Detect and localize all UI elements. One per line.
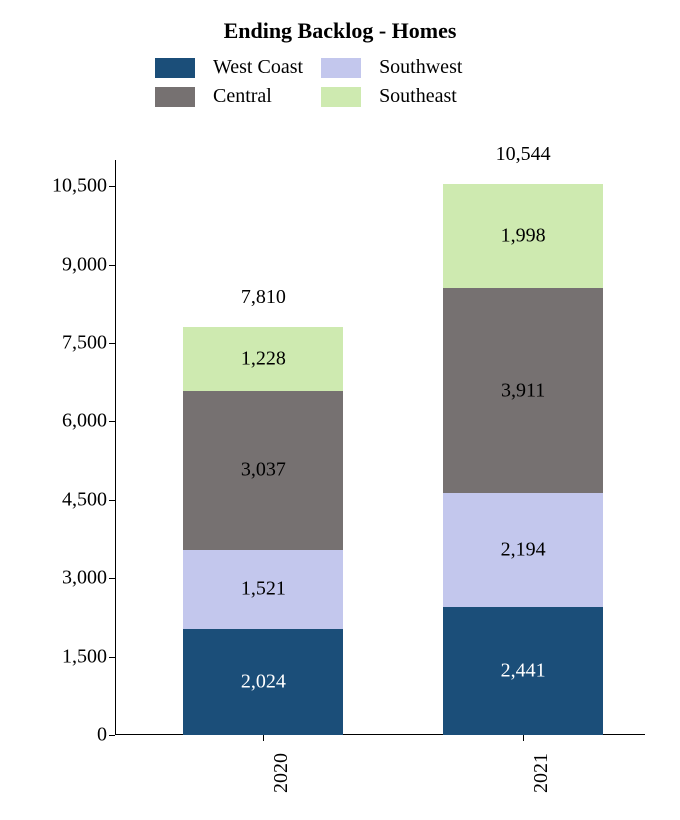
- chart-legend: West Coast Southwest Central Southeast: [155, 56, 462, 108]
- segment-southwest: [183, 550, 343, 630]
- bar-2020: 2,0241,5213,0371,2287,810: [183, 160, 343, 735]
- segment-southeast: [443, 184, 603, 288]
- legend-swatch-southeast: [321, 87, 361, 107]
- y-tick-label: 1,500: [62, 645, 115, 668]
- legend-label-southwest: Southwest: [379, 56, 462, 79]
- segment-west_coast: [443, 607, 603, 735]
- segment-southeast: [183, 327, 343, 391]
- segment-central: [183, 391, 343, 550]
- x-tick-label: 2020: [270, 753, 293, 793]
- y-tick-label: 3,000: [62, 567, 115, 590]
- x-tick: [263, 735, 264, 741]
- bar-total-label: 7,810: [183, 286, 343, 309]
- segment-west_coast: [183, 629, 343, 735]
- legend-swatch-central: [155, 87, 195, 107]
- legend-swatch-west-coast: [155, 58, 195, 78]
- backlog-chart: Ending Backlog - Homes West Coast Southw…: [0, 0, 680, 820]
- bar-2021: 2,4412,1943,9111,99810,544: [443, 160, 603, 735]
- legend-label-west-coast: West Coast: [213, 56, 303, 79]
- segment-central: [443, 288, 603, 492]
- chart-title: Ending Backlog - Homes: [0, 18, 680, 44]
- bar-total-label: 10,544: [443, 143, 603, 166]
- x-tick: [523, 735, 524, 741]
- legend-label-southeast: Southeast: [379, 85, 462, 108]
- y-tick-label: 6,000: [62, 410, 115, 433]
- y-tick-label: 10,500: [52, 175, 115, 198]
- x-tick-label: 2021: [530, 753, 553, 793]
- y-axis-line: [115, 160, 116, 735]
- legend-swatch-southwest: [321, 58, 361, 78]
- y-tick-label: 0: [97, 724, 115, 747]
- y-tick-label: 4,500: [62, 488, 115, 511]
- y-tick-label: 7,500: [62, 331, 115, 354]
- segment-southwest: [443, 493, 603, 608]
- legend-label-central: Central: [213, 85, 303, 108]
- plot-area: 01,5003,0004,5006,0007,5009,00010,500202…: [115, 160, 645, 735]
- y-tick-label: 9,000: [62, 253, 115, 276]
